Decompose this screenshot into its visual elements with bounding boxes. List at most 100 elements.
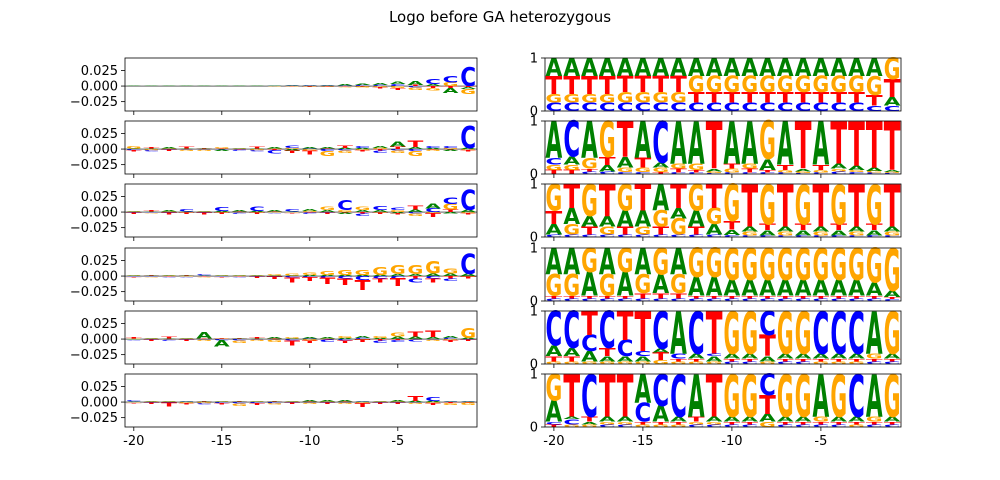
logo-letter-G: G — [795, 364, 812, 431]
logo-letter-A: A — [795, 352, 812, 361]
logo-letter-C: C — [302, 276, 318, 278]
logo-letter-A: A — [196, 401, 213, 402]
logo-letter-A: A — [284, 85, 301, 86]
logo-letter-A: A — [425, 202, 441, 210]
logo-letter-A: A — [407, 147, 424, 150]
logo-letter-T: T — [635, 300, 652, 363]
left-panel-1: CAGCAGCAGCAGCAGCAGCAGCAGCATGCATGCAGTCATG… — [70, 57, 478, 115]
logo-letter-C: C — [196, 212, 212, 213]
logo-letter-C: C — [390, 402, 406, 403]
logo-letter-T: T — [777, 89, 794, 106]
logo-letter-A: A — [724, 415, 741, 424]
logo-letter-T: T — [460, 150, 477, 152]
logo-letter-T: T — [355, 150, 372, 152]
logo-letter-T: T — [759, 223, 776, 233]
logo-letter-G: G — [302, 339, 318, 341]
logo-letter-A: A — [563, 242, 580, 285]
logo-letter-C: C — [777, 361, 794, 365]
logo-letter-T: T — [443, 275, 460, 279]
logo-letter-T: T — [813, 421, 830, 425]
logo-letter-T: T — [670, 177, 687, 215]
logo-letter-T: T — [249, 337, 266, 339]
logo-letter-G: G — [848, 71, 865, 97]
logo-letter-G: G — [652, 424, 669, 428]
logo-letter-A: A — [126, 339, 143, 340]
logo-letter-G: G — [670, 271, 687, 300]
logo-letter-T: T — [581, 71, 598, 100]
logo-letter-A: A — [581, 421, 598, 425]
panel-frame — [124, 310, 478, 365]
logo-letter-A: A — [599, 54, 616, 83]
logo-letter-G: G — [143, 149, 159, 151]
logo-letter-C: C — [688, 172, 705, 175]
logo-letter-C: C — [795, 173, 812, 175]
logo-letter-A: A — [302, 147, 319, 149]
logo-letter-G: G — [652, 206, 669, 232]
logo-letter-C: C — [724, 172, 741, 175]
logo-letter-A: A — [563, 347, 581, 360]
logo-letter-T: T — [884, 107, 901, 185]
logo-letter-T: T — [126, 403, 143, 404]
logo-letter-C: C — [813, 301, 830, 368]
logo-letter-T: T — [302, 150, 319, 156]
logo-letter-C: C — [319, 339, 335, 343]
logo-letter-G: G — [302, 402, 318, 404]
logo-letter-A: A — [126, 401, 143, 402]
logo-letter-C: C — [777, 424, 794, 428]
logo-letter-C: C — [249, 402, 265, 404]
logo-letter-A: A — [830, 54, 847, 83]
logo-letter-C: C — [319, 402, 335, 403]
logo-letter-T: T — [688, 89, 705, 106]
y-tick-label: 1 — [530, 242, 538, 257]
logo-letter-G: G — [848, 424, 865, 428]
y-tick-label: 0.025 — [81, 190, 118, 205]
logo-letter-A: A — [460, 273, 477, 277]
logo-letter-T: T — [581, 225, 598, 238]
logo-letter-A: A — [249, 275, 266, 276]
logo-letter-A: A — [777, 415, 794, 424]
logo-letter-G: G — [302, 272, 318, 276]
logo-letter-G: G — [390, 210, 406, 213]
logo-letter-C: C — [635, 349, 652, 358]
logo-letter-C: C — [848, 235, 865, 238]
logo-letter-G: G — [267, 274, 283, 276]
logo-letter-T: T — [126, 277, 143, 278]
logo-letter-G: G — [688, 421, 705, 425]
logo-letter-A: A — [355, 210, 372, 213]
logo-letter-G: G — [267, 403, 283, 405]
logo-letter-C: C — [688, 298, 705, 302]
logo-letter-A: A — [848, 225, 865, 234]
logo-letter-G: G — [443, 403, 459, 406]
logo-letter-T: T — [848, 295, 865, 299]
logo-letter-A: A — [884, 415, 901, 424]
logo-letter-G: G — [795, 240, 812, 291]
logo-letter-C: C — [425, 78, 441, 86]
logo-letter-T: T — [161, 402, 178, 408]
logo-letter-A: A — [848, 415, 865, 424]
logo-letter-T: T — [460, 213, 477, 215]
logo-letter-C: C — [652, 111, 669, 177]
logo-letter-C: C — [337, 198, 353, 214]
logo-letter-C: C — [813, 298, 830, 302]
logo-letter-C: C — [830, 301, 847, 368]
logo-letter-C: C — [355, 275, 371, 281]
logo-letter-G: G — [724, 301, 741, 368]
logo-letter-T: T — [599, 346, 616, 359]
logo-letter-A: A — [884, 96, 901, 109]
logo-letter-T: T — [407, 140, 423, 150]
logo-letter-T: T — [143, 339, 160, 341]
x-tick-label: -20 — [543, 434, 564, 449]
logo-letter-T: T — [443, 340, 460, 343]
logo-letter-A: A — [759, 355, 776, 364]
logo-letter-A: A — [460, 401, 477, 402]
logo-letter-A: A — [460, 209, 477, 213]
logo-letter-T: T — [337, 212, 354, 213]
logo-letter-T: T — [635, 421, 652, 425]
logo-letter-C: C — [143, 150, 159, 152]
logo-letter-T: T — [425, 330, 441, 340]
logo-letter-G: G — [407, 339, 423, 340]
logo-letter-A: A — [196, 211, 213, 212]
y-tick-label: −0.025 — [70, 158, 118, 173]
logo-letter-G: G — [777, 169, 794, 173]
logo-letter-C: C — [546, 234, 563, 238]
